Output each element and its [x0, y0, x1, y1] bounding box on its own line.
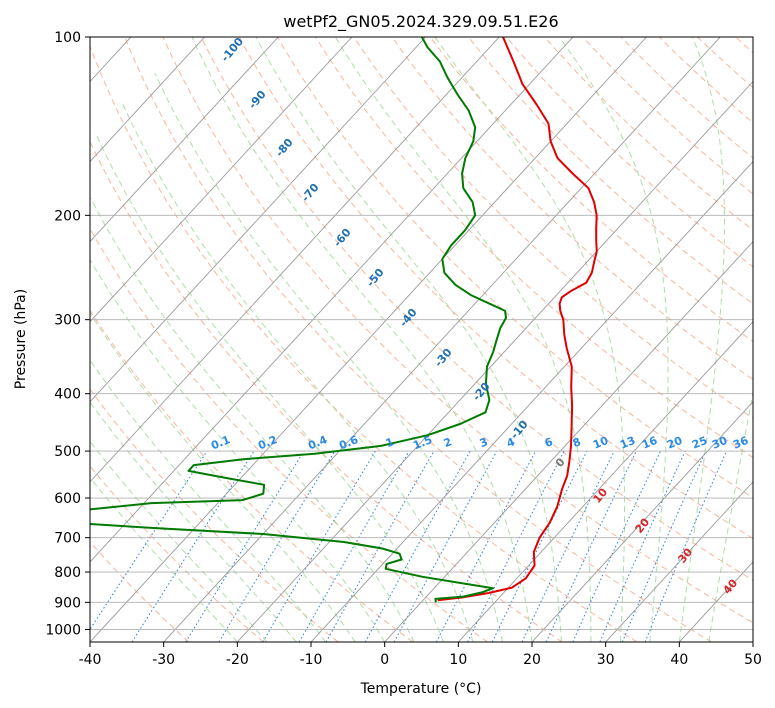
mixing-ratio-label: 8 [571, 435, 583, 450]
isotherm-line [90, 37, 647, 642]
x-tick-label: 40 [670, 652, 688, 668]
isotherm-line [90, 37, 574, 563]
mixing-ratio-label: 25 [690, 434, 709, 452]
mixing-ratio-line [131, 450, 255, 642]
mixing-ratio-line [393, 450, 498, 642]
mixing-ratio-label: 3 [478, 435, 490, 450]
moist-adiabat [678, 37, 726, 642]
mixing-ratio-line [218, 450, 336, 642]
dry-adiabat [353, 37, 753, 419]
y-tick-label: 800 [54, 565, 81, 581]
moist-adiabat [90, 401, 297, 642]
isotherm-line [90, 37, 500, 483]
y-tick-label: 1000 [45, 622, 81, 638]
mixing-ratio-label: 13 [618, 434, 637, 452]
y-tick-label: 700 [54, 531, 81, 547]
isotherm-line [90, 37, 426, 403]
moist-adiabat [191, 37, 533, 642]
dry-adiabat [90, 465, 264, 642]
dry-adiabat [162, 37, 753, 624]
isotherm-line [90, 37, 279, 243]
x-tick-label: -20 [226, 652, 249, 668]
mixing-ratio-label: 30 [710, 434, 729, 452]
mixing-ratio-label: 16 [640, 434, 659, 452]
y-tick-label: 300 [54, 313, 81, 329]
isotherm-line [384, 240, 753, 642]
x-tick-label: 0 [380, 652, 389, 668]
x-axis: -40 -30 -20 -10 0 10 20 30 40 50 [79, 642, 762, 668]
mixing-ratio-line [621, 450, 707, 642]
dry-adiabat [429, 37, 753, 342]
chart-title: wetPf2_GN05.2024.329.09.51.E26 [283, 12, 558, 32]
dry-adiabat [277, 37, 753, 499]
x-tick-label: -10 [300, 652, 323, 668]
temperature-line [437, 37, 598, 602]
y-tick-label: 600 [54, 491, 81, 507]
moist-adiabat [90, 258, 386, 642]
moist-adiabat [334, 37, 592, 642]
mixing-ratio-line [90, 450, 208, 631]
moist-adiabat [154, 72, 503, 642]
isotherm-line [310, 160, 753, 642]
y-tick-label: 200 [54, 208, 81, 224]
isotherm-line [90, 37, 353, 323]
y-tick-label: 900 [54, 595, 81, 611]
x-axis-label: Temperature (°C) [360, 681, 482, 697]
mixing-ratio-line [364, 450, 471, 642]
profile-series [90, 37, 598, 603]
moist-adiabat [122, 104, 474, 642]
dry-adiabat [315, 37, 753, 459]
x-tick-label: 20 [523, 652, 541, 668]
isotherm-line [163, 37, 721, 642]
y-tick-label: 500 [54, 444, 81, 460]
dry-adiabat [200, 37, 753, 581]
isotherm-line [90, 37, 205, 163]
y-tick-label: 100 [54, 30, 81, 46]
mixing-ratio-label: 20 [665, 434, 684, 452]
moist-adiabat [434, 37, 625, 642]
dry-adiabat [90, 227, 488, 642]
mixing-ratio-line [491, 450, 588, 642]
dry-adiabat [90, 541, 190, 642]
x-tick-label: 10 [449, 652, 467, 668]
mixing-ratio-line [325, 450, 435, 642]
dry-adiabat [391, 37, 753, 381]
mixing-ratio-label: 2 [442, 435, 454, 450]
isotherm-line [605, 481, 753, 642]
plot-frame [89, 36, 754, 643]
dry-adiabat [90, 140, 563, 642]
isotherm-line [458, 321, 753, 642]
y-axis: 100 200 300 400 500 600 700 800 900 1000 [45, 30, 90, 638]
y-tick-label: 400 [54, 387, 81, 403]
moist-adiabat [255, 37, 562, 642]
x-tick-label: 50 [744, 652, 762, 668]
moist-adiabat [708, 389, 753, 642]
x-tick-label: -30 [152, 652, 175, 668]
mixing-ratio-line [467, 450, 565, 642]
dewpoint-line [90, 37, 507, 603]
moist-adiabat [90, 312, 356, 642]
mixing-ratio-label: 36 [731, 434, 750, 452]
isotherm-line [531, 401, 753, 642]
y-axis-label: Pressure (hPa) [13, 289, 29, 389]
mixing-ratio-line [185, 450, 305, 642]
mixing-ratio-line [599, 450, 686, 642]
mixing-ratio-label: 1 [384, 435, 396, 450]
moist-adiabat [90, 359, 327, 642]
x-tick-label: -40 [79, 652, 102, 668]
x-tick-label: 30 [597, 652, 615, 668]
dry-adiabat [124, 37, 712, 642]
dry-adiabat [90, 44, 638, 642]
moist-adiabat [558, 37, 669, 642]
moist-adiabat [90, 196, 415, 642]
mixing-ratio-label: 10 [591, 434, 610, 452]
